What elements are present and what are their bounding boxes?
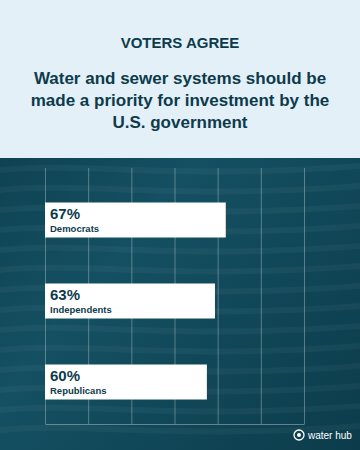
- subtitle: Water and sewer systems should be made a …: [31, 69, 330, 132]
- texture-wave: [0, 426, 360, 432]
- logo: water hub: [294, 430, 352, 441]
- subtitle-line: Water and sewer systems should be: [34, 69, 326, 88]
- category-label: Independents: [50, 304, 112, 315]
- logo-text: water hub: [307, 430, 352, 441]
- texture-wave: [0, 166, 360, 172]
- grid-line: [261, 168, 262, 424]
- texture-wave: [0, 346, 360, 352]
- texture-wave: [0, 186, 360, 192]
- logo-icon-dot: [297, 433, 301, 437]
- texture-wave: [0, 266, 360, 272]
- bar: [45, 284, 215, 319]
- header-panel: [0, 0, 360, 158]
- grid-line: [304, 168, 305, 424]
- subtitle-line: U.S. government: [112, 113, 247, 132]
- labels: 67% 63% 60% Democrats Independents Republican…: [50, 205, 112, 396]
- bar: [45, 365, 207, 400]
- subtitle-line: made a priority for investment by the: [31, 91, 330, 110]
- x-tick: [304, 168, 305, 424]
- bars: [45, 203, 226, 400]
- value-label: 67%: [50, 205, 80, 222]
- bar: [45, 203, 226, 238]
- texture: [0, 166, 360, 432]
- x-axis-line: [46, 424, 305, 425]
- x-axis: [46, 168, 305, 425]
- logo-icon: [294, 430, 304, 440]
- value-label: 60%: [50, 367, 80, 384]
- chart-container: VOTERS AGREE Water and sewer systems shou…: [0, 0, 360, 450]
- texture-wave: [0, 326, 360, 332]
- texture-wave: [0, 246, 360, 252]
- category-label: Democrats: [50, 223, 99, 234]
- texture-wave: [0, 406, 360, 412]
- value-label: 63%: [50, 286, 80, 303]
- background-water: [0, 0, 360, 450]
- chart-svg: VOTERS AGREE Water and sewer systems shou…: [0, 0, 360, 450]
- x-tick: [261, 168, 262, 424]
- title: VOTERS AGREE: [121, 34, 240, 51]
- category-label: Republicans: [50, 385, 107, 396]
